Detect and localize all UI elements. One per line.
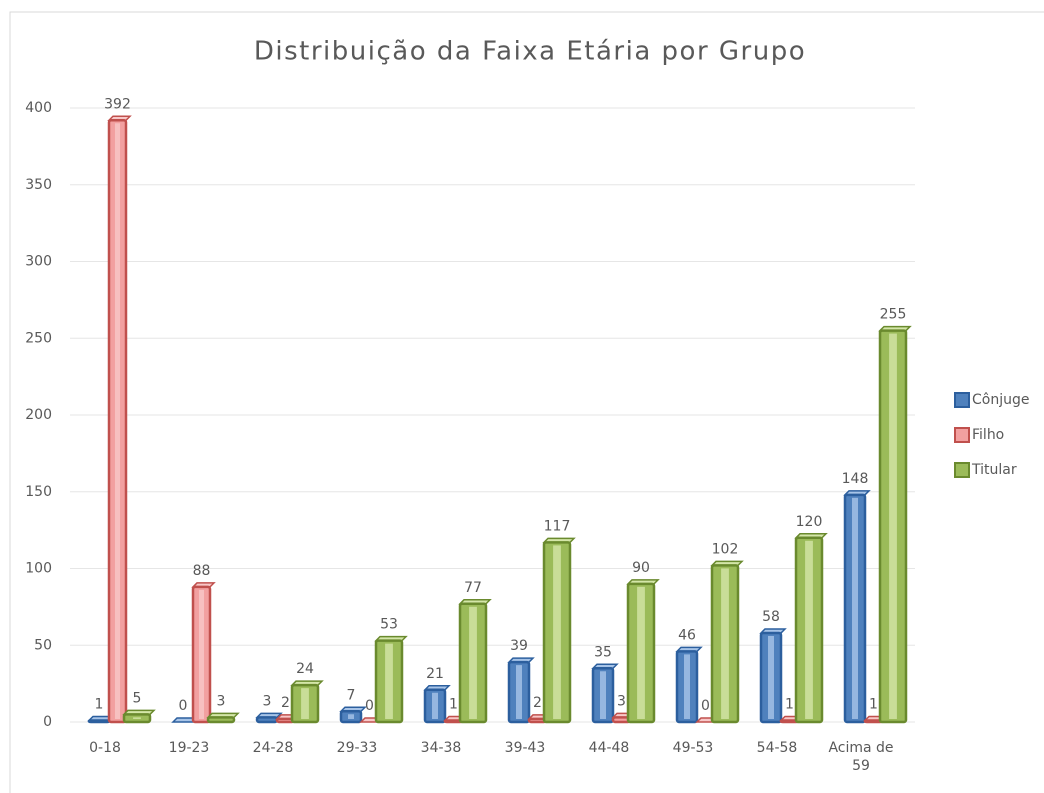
bar-highlight <box>852 497 858 719</box>
bar-highlight <box>301 688 309 719</box>
bar-highlight <box>553 545 561 719</box>
data-label: 7 <box>347 687 356 703</box>
x-tick-label: 44-48 <box>588 740 630 756</box>
x-tick-label: 19-23 <box>168 740 210 756</box>
bar-highlight <box>133 717 141 719</box>
data-label: 1 <box>449 696 458 712</box>
bar-highlight <box>432 692 438 719</box>
legend-swatch <box>954 462 970 478</box>
data-label: 102 <box>712 541 739 557</box>
legend-swatch <box>954 392 970 408</box>
bar-highlight <box>469 606 477 719</box>
bar-highlight <box>768 635 774 719</box>
bar-highlight <box>600 671 606 719</box>
data-label: 255 <box>880 307 907 323</box>
data-label: 0 <box>365 698 374 714</box>
chart-border <box>9 11 1044 793</box>
data-label: 1 <box>785 696 794 712</box>
data-label: 5 <box>133 690 142 706</box>
data-label: 39 <box>510 638 528 654</box>
x-tick-label: 39-43 <box>504 740 546 756</box>
data-label: 88 <box>193 563 211 579</box>
x-tick-label: Acima de 59 <box>828 740 894 774</box>
bar-highlight <box>637 586 645 719</box>
bar-highlight <box>721 568 729 719</box>
data-label: 3 <box>217 693 226 709</box>
legend-label: Cônjuge <box>972 392 1029 408</box>
data-label: 46 <box>678 627 696 643</box>
x-tick-label: 54-58 <box>756 740 798 756</box>
legend-label: Titular <box>971 462 1017 478</box>
data-label: 1 <box>869 696 878 712</box>
data-label: 24 <box>296 661 314 677</box>
bar-highlight <box>114 123 121 719</box>
bar-highlight <box>348 714 354 719</box>
data-label: 0 <box>701 698 710 714</box>
data-label: 0 <box>179 698 188 714</box>
data-label: 1 <box>95 696 104 712</box>
bar-highlight <box>385 643 393 719</box>
x-tick-label: 0-18 <box>89 740 121 756</box>
data-label: 35 <box>594 644 612 660</box>
data-label: 148 <box>842 471 869 487</box>
x-tick-label: 49-53 <box>672 740 714 756</box>
bar <box>87 719 111 724</box>
y-tick-label: 350 <box>25 177 52 193</box>
data-label: 3 <box>263 693 272 709</box>
y-tick-label: 0 <box>43 714 52 730</box>
bar-highlight <box>805 540 813 719</box>
y-tick-label: 100 <box>25 561 52 577</box>
data-label: 2 <box>281 695 290 711</box>
x-tick-label: 24-28 <box>252 740 294 756</box>
bar <box>255 716 279 724</box>
x-tick-label: 34-38 <box>420 740 462 756</box>
data-label: 21 <box>426 666 444 682</box>
y-tick-label: 300 <box>25 254 52 270</box>
bar <box>206 716 236 724</box>
bar-highlight <box>198 589 205 719</box>
data-label: 2 <box>533 695 542 711</box>
y-tick-label: 50 <box>34 637 52 653</box>
x-tick-label: 29-33 <box>336 740 378 756</box>
data-label: 117 <box>544 518 571 534</box>
data-label: 392 <box>104 96 131 112</box>
bar-highlight <box>684 654 690 719</box>
data-label: 3 <box>617 693 626 709</box>
legend-swatch <box>954 427 970 443</box>
data-label: 120 <box>796 514 823 530</box>
y-tick-label: 200 <box>25 407 52 423</box>
y-tick-label: 250 <box>25 330 52 346</box>
y-tick-label: 400 <box>25 100 52 116</box>
data-label: 77 <box>464 580 482 596</box>
bar-highlight <box>516 665 522 719</box>
data-label: 58 <box>762 609 780 625</box>
y-tick-label: 150 <box>25 484 52 500</box>
data-label: 53 <box>380 617 398 633</box>
chart-title: Distribuição da Faixa Etária por Grupo <box>254 37 806 67</box>
legend-label: Filho <box>972 427 1004 443</box>
bar-highlight <box>889 333 897 719</box>
data-label: 90 <box>632 560 650 576</box>
